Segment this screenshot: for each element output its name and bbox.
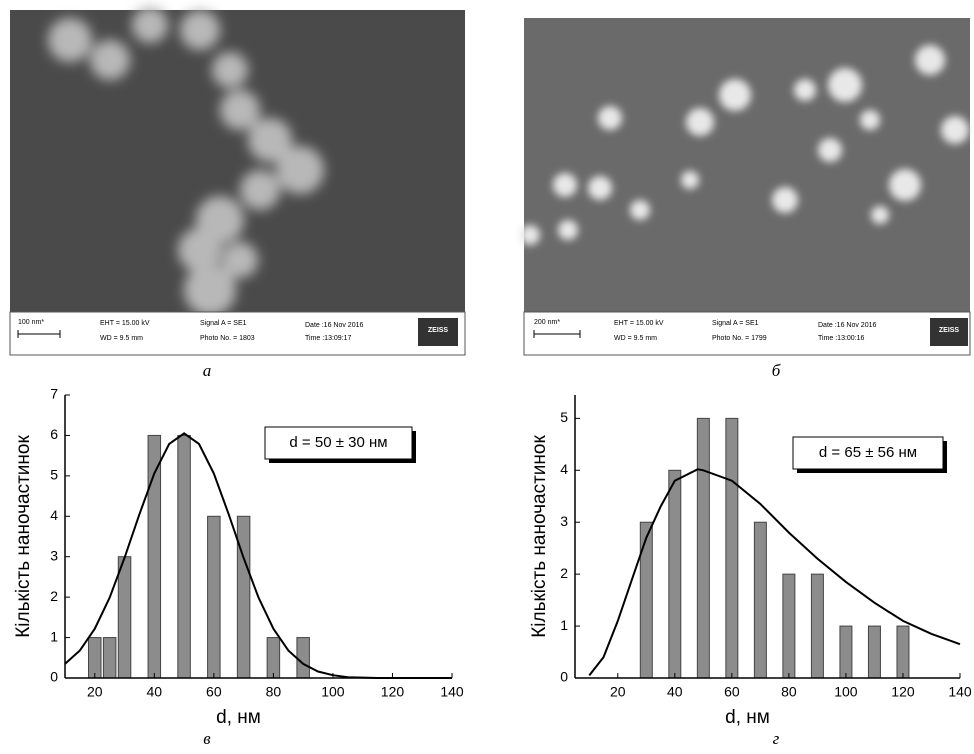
y-tick-label: 3 — [560, 513, 568, 529]
bar — [88, 637, 102, 679]
info-text: EHT = 15.00 kV — [614, 320, 664, 327]
annotation-box — [264, 426, 413, 460]
bar — [266, 637, 281, 679]
y-tick-label: 5 — [560, 409, 568, 425]
bar — [867, 625, 881, 679]
bar — [639, 521, 653, 679]
bar — [782, 573, 796, 679]
x-tick-label: 140 — [440, 684, 464, 700]
caption: г — [773, 729, 780, 748]
x-tick-label: 120 — [891, 684, 915, 700]
fit-curve — [588, 468, 961, 677]
y-tick-label: 1 — [560, 617, 568, 633]
y-tick-label: 6 — [50, 426, 58, 442]
x-tick-label: 100 — [321, 684, 345, 700]
info-text: Photo No. = 1803 — [200, 335, 255, 342]
x-axis-label: d, нм — [725, 707, 770, 728]
info-text: EHT = 15.00 kV — [100, 320, 150, 327]
y-tick-label: 4 — [560, 461, 568, 477]
info-text: Signal A = SE1 — [712, 320, 759, 327]
info-text: Time :13:09:17 — [305, 335, 352, 342]
scale-label: 200 nm* — [534, 319, 560, 326]
bar — [896, 625, 910, 679]
x-tick-label: 40 — [667, 684, 683, 700]
bar — [725, 417, 739, 679]
logo: ZEISS — [428, 327, 449, 334]
info-text: WD = 9.5 mm — [614, 335, 657, 342]
y-tick-label: 0 — [50, 669, 58, 685]
y-axis-label: Кількість наночастинок — [529, 435, 550, 638]
x-axis-label: d, нм — [216, 707, 261, 728]
y-tick-label: 3 — [50, 547, 58, 563]
bar — [207, 515, 221, 679]
sem-image: 100 nm* EHT = 15.00 kV WD = 9.5 mm Signa… — [9, 7, 466, 356]
annotation: d = 50 ± 30 нм — [289, 434, 387, 451]
caption: в — [203, 729, 211, 748]
info-text: Time :13:00:16 — [818, 335, 865, 342]
info-text: Date :16 Nov 2016 — [305, 322, 363, 329]
bar — [753, 521, 767, 679]
y-tick-label: 4 — [50, 507, 58, 523]
bar — [696, 417, 710, 679]
info-text: Photo No. = 1799 — [712, 335, 767, 342]
x-tick-label: 20 — [610, 684, 626, 700]
x-tick-label: 80 — [266, 684, 282, 700]
bar — [296, 637, 310, 679]
bar — [177, 434, 191, 679]
y-tick-label: 7 — [50, 386, 58, 402]
annotation: d = 65 ± 56 нм — [819, 444, 917, 461]
annotation-box — [792, 436, 944, 470]
x-tick-label: 80 — [781, 684, 797, 700]
bar — [839, 625, 853, 679]
info-text: Date :16 Nov 2016 — [818, 322, 876, 329]
y-tick-label: 1 — [50, 628, 58, 644]
caption: а — [203, 361, 212, 380]
x-tick-label: 140 — [948, 684, 972, 700]
bar — [102, 637, 117, 679]
y-axis-label: Кількість наночастинок — [13, 435, 34, 638]
caption: б — [772, 361, 781, 380]
bar — [236, 515, 251, 679]
sem-image: 200 nm* EHT = 15.00 kV WD = 9.5 mm Signa… — [520, 18, 971, 356]
x-tick-label: 100 — [834, 684, 858, 700]
info-text: WD = 9.5 mm — [100, 335, 143, 342]
bar — [668, 469, 682, 679]
x-tick-label: 60 — [724, 684, 740, 700]
y-tick-label: 5 — [50, 467, 58, 483]
logo: ZEISS — [939, 327, 960, 334]
x-tick-label: 40 — [147, 684, 163, 700]
y-tick-label: 2 — [50, 588, 58, 604]
x-tick-label: 20 — [87, 684, 103, 700]
chart: 0 1 2 3 4 5 6 7 20 40 60 80 100 120 140 d, нм Кількість … — [13, 386, 464, 748]
info-text: Signal A = SE1 — [200, 320, 247, 327]
scale-label: 100 nm* — [18, 319, 44, 326]
y-tick-label: 0 — [560, 669, 568, 685]
x-tick-label: 120 — [381, 684, 405, 700]
chart: 0 1 2 3 4 5 20 40 60 80 100 120 140 d, нм Кількість на… — [529, 395, 972, 748]
bar — [810, 573, 824, 679]
x-tick-label: 60 — [206, 684, 222, 700]
y-tick-label: 2 — [560, 565, 568, 581]
bar — [117, 556, 132, 679]
